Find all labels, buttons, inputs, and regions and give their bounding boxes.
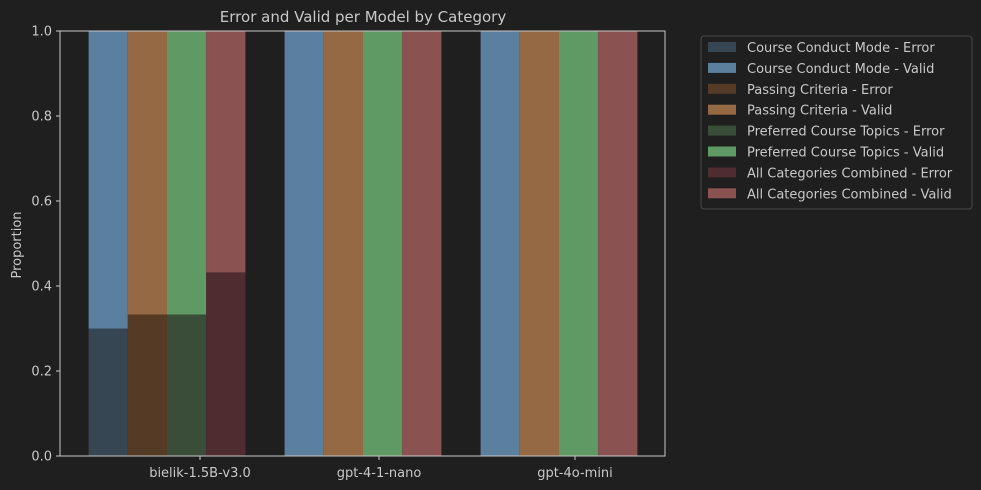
y-tick-label: 0.2 (31, 365, 52, 380)
legend-swatch (708, 83, 736, 94)
bar-error-4-1 (206, 272, 246, 456)
legend: Course Conduct Mode - Error Course Conduc… (700, 35, 973, 210)
plot-frame (59, 30, 666, 457)
y-tick-label: 1.0 (31, 25, 52, 40)
x-axis: bielik-1.5B-v3.0 gpt-4-1-nano gpt-4o-mini (149, 456, 613, 481)
bar-valid-2-3 (519, 31, 559, 456)
bar-valid-4-1 (206, 31, 246, 273)
bar-valid-4-2 (402, 31, 442, 456)
x-tick-label: bielik-1.5B-v3.0 (149, 466, 251, 481)
bar-valid-1-2 (284, 31, 324, 456)
bar-valid-3-3 (559, 31, 599, 456)
bar-error-3-1 (167, 314, 207, 456)
legend-label: Preferred Course Topics - Error (747, 125, 945, 140)
bar-valid-3-1 (167, 31, 207, 315)
bar-valid-4-3 (598, 31, 638, 456)
y-tick-label: 0.8 (31, 110, 52, 125)
legend-label: All Categories Combined - Valid (747, 187, 952, 202)
legend-swatch (708, 125, 736, 136)
y-tick-label: 0.0 (31, 450, 52, 465)
legend-frame (700, 35, 973, 210)
legend-label: Course Conduct Mode - Error (747, 41, 935, 56)
y-tick-label: 0.6 (31, 195, 52, 210)
bar-error-2-1 (127, 314, 167, 456)
legend-label: Passing Criteria - Valid (747, 104, 892, 119)
bar-valid-1-3 (480, 31, 520, 456)
bar-valid-2-2 (323, 31, 363, 456)
legend-label: Preferred Course Topics - Valid (747, 146, 944, 161)
y-axis-title: Proportion (10, 211, 25, 278)
legend-swatch (708, 104, 736, 115)
x-tick-label: gpt-4-1-nano (337, 466, 422, 481)
legend-label: All Categories Combined - Error (747, 166, 953, 181)
legend-swatch (708, 146, 736, 157)
x-tick-label: gpt-4o-mini (537, 466, 613, 481)
bar-valid-3-2 (363, 31, 403, 456)
bar-error-1-1 (88, 328, 128, 456)
bars-layer (88, 31, 638, 456)
y-axis: 0.0 0.2 0.4 0.6 0.8 1.0 (31, 25, 60, 465)
legend-label: Passing Criteria - Error (747, 83, 893, 98)
legend-swatch (708, 167, 736, 178)
y-tick-label: 0.4 (31, 280, 52, 295)
legend-swatch (708, 188, 736, 199)
legend-swatch (708, 42, 736, 52)
chart-title: Error and Valid per Model by Category (220, 8, 507, 26)
legend-label: Course Conduct Mode - Valid (747, 62, 934, 77)
bar-valid-1-1 (88, 31, 128, 329)
legend-swatch (708, 62, 736, 73)
bar-valid-2-1 (127, 31, 167, 315)
